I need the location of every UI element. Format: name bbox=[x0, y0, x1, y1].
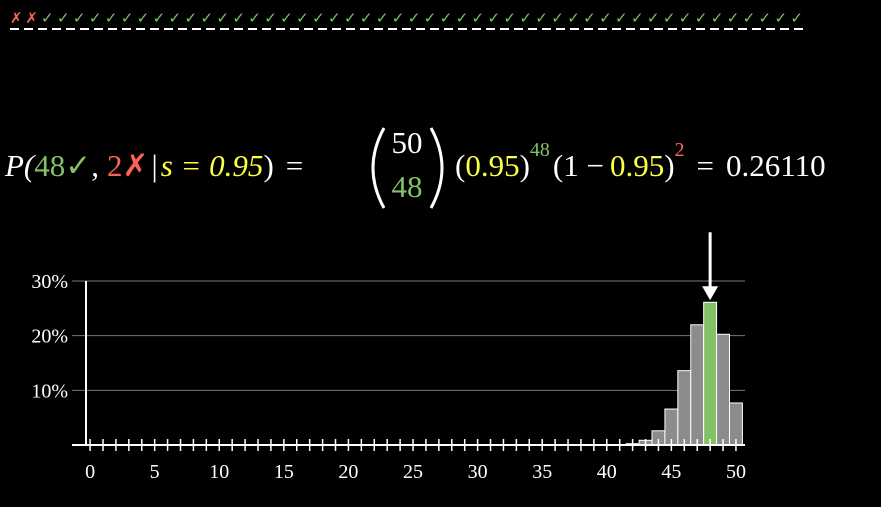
bar bbox=[677, 370, 692, 446]
x-tick-label: 25 bbox=[403, 461, 423, 483]
result: 0.26110 bbox=[726, 148, 826, 183]
formula-right: (0.95)48(1 −0.95)2 = 0.26110 bbox=[455, 139, 826, 183]
comp-exp: 2 bbox=[675, 139, 685, 161]
x-tick-label: 0 bbox=[85, 461, 95, 483]
p: P( bbox=[4, 148, 36, 183]
wrong-marks: ✗✗ bbox=[10, 11, 38, 27]
equals: = bbox=[286, 148, 303, 183]
comp-open: (1 − bbox=[553, 148, 604, 183]
pow-open: ( bbox=[455, 148, 465, 183]
x-tick-label: 30 bbox=[468, 461, 488, 483]
x-tick-label: 5 bbox=[150, 461, 160, 483]
bar bbox=[716, 333, 730, 446]
bar bbox=[690, 324, 705, 446]
binom-n: 50 bbox=[392, 125, 423, 160]
comp-base: 0.95 bbox=[610, 148, 664, 183]
equals2: = bbox=[697, 148, 714, 183]
pow-exp: 48 bbox=[530, 139, 550, 161]
successes: 48 bbox=[34, 148, 65, 183]
pow-close: ) bbox=[520, 148, 530, 183]
formula-left: P(48✓, 2✗|s = 0.95) = bbox=[4, 148, 303, 184]
x-tick-label: 15 bbox=[274, 461, 294, 483]
binom-k: 48 bbox=[392, 169, 423, 204]
x-tick-label: 10 bbox=[209, 461, 229, 483]
given: | bbox=[151, 148, 157, 183]
x-tick-label: 40 bbox=[597, 461, 617, 483]
x-tick-label: 20 bbox=[338, 461, 358, 483]
cross: ✗ bbox=[123, 148, 149, 184]
comp-close: ) bbox=[664, 148, 674, 183]
condition: s = 0.95 bbox=[161, 148, 264, 183]
binom-paren bbox=[429, 127, 444, 209]
arrow-head bbox=[702, 286, 719, 301]
x-tick-label: 50 bbox=[726, 461, 746, 483]
y-tick-label: 10% bbox=[31, 380, 68, 402]
y-tick-label: 30% bbox=[31, 271, 68, 293]
check: ✓ bbox=[65, 148, 91, 184]
pow-base: 0.95 bbox=[465, 148, 519, 183]
x-tick-label: 35 bbox=[532, 461, 552, 483]
y-tick-label: 20% bbox=[31, 326, 68, 348]
bar bbox=[703, 301, 718, 446]
bar bbox=[728, 402, 743, 446]
chart: 10% 20% 30% 0 5 10 15 20 25 30 35 40 45 50 bbox=[31, 232, 746, 483]
x-tick-label: 45 bbox=[661, 461, 681, 483]
comma: , bbox=[91, 148, 99, 183]
binom-paren bbox=[371, 127, 386, 209]
p-close: ) bbox=[263, 148, 273, 183]
right-marks: ✓✓✓✓✓✓✓✓✓✓✓✓✓✓✓✓✓✓✓✓✓✓✓✓✓✓✓✓✓✓✓✓✓✓✓✓✓✓✓✓… bbox=[41, 11, 803, 27]
failures: 2 bbox=[107, 148, 123, 183]
